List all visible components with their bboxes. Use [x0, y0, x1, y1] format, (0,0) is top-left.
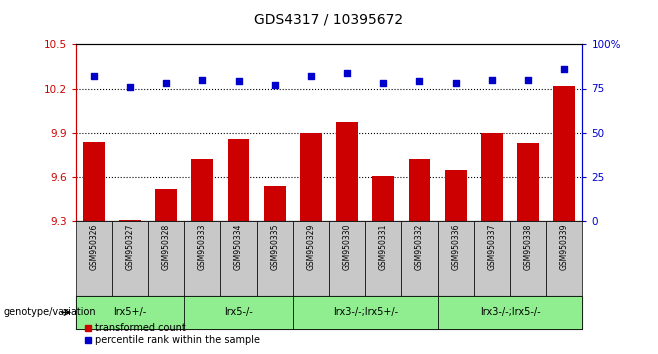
Text: lrx5-/-: lrx5-/-: [224, 307, 253, 318]
Bar: [184, 221, 220, 296]
Text: GSM950337: GSM950337: [488, 223, 496, 270]
Point: [124, 84, 136, 90]
Point: [559, 66, 570, 72]
Bar: [510, 221, 546, 296]
Point: [522, 77, 533, 82]
Text: genotype/variation: genotype/variation: [3, 307, 96, 318]
Bar: [438, 221, 474, 296]
Point: [197, 77, 207, 82]
Bar: [228, 139, 249, 221]
Bar: [76, 296, 184, 329]
Point: [450, 80, 461, 86]
Bar: [336, 122, 358, 221]
Bar: [76, 221, 112, 296]
Text: GSM950326: GSM950326: [89, 223, 98, 270]
Point: [88, 73, 99, 79]
Point: [161, 80, 171, 86]
Bar: [264, 186, 286, 221]
Text: GSM950331: GSM950331: [379, 223, 388, 270]
Bar: [409, 159, 430, 221]
Bar: [365, 221, 401, 296]
Point: [486, 77, 497, 82]
Bar: [401, 221, 438, 296]
Text: GDS4317 / 10395672: GDS4317 / 10395672: [255, 12, 403, 27]
Text: GSM950328: GSM950328: [162, 223, 170, 270]
Text: lrx5+/-: lrx5+/-: [113, 307, 147, 318]
Bar: [474, 221, 510, 296]
Point: [305, 73, 316, 79]
Text: GSM950334: GSM950334: [234, 223, 243, 270]
Bar: [300, 133, 322, 221]
Bar: [83, 142, 105, 221]
Bar: [481, 133, 503, 221]
Text: GSM950329: GSM950329: [307, 223, 315, 270]
Bar: [372, 176, 394, 221]
Bar: [220, 221, 257, 296]
Bar: [438, 296, 582, 329]
Bar: [293, 221, 329, 296]
Bar: [546, 221, 582, 296]
Text: GSM950333: GSM950333: [198, 223, 207, 270]
Text: GSM950330: GSM950330: [343, 223, 351, 270]
Bar: [517, 143, 539, 221]
Point: [415, 79, 425, 84]
Text: GSM950335: GSM950335: [270, 223, 279, 270]
Bar: [148, 221, 184, 296]
Text: GSM950332: GSM950332: [415, 223, 424, 270]
Bar: [119, 220, 141, 221]
Point: [378, 80, 388, 86]
Point: [342, 70, 353, 75]
Bar: [155, 189, 177, 221]
Text: GSM950327: GSM950327: [126, 223, 134, 270]
Bar: [329, 221, 365, 296]
Bar: [184, 296, 293, 329]
Legend: transformed count, percentile rank within the sample: transformed count, percentile rank withi…: [80, 319, 264, 349]
Bar: [293, 296, 438, 329]
Text: GSM950339: GSM950339: [560, 223, 569, 270]
Bar: [191, 159, 213, 221]
Text: lrx3-/-;lrx5-/-: lrx3-/-;lrx5-/-: [480, 307, 540, 318]
Text: lrx3-/-;lrx5+/-: lrx3-/-;lrx5+/-: [333, 307, 397, 318]
Bar: [257, 221, 293, 296]
Point: [233, 79, 243, 84]
Bar: [112, 221, 148, 296]
Text: GSM950336: GSM950336: [451, 223, 460, 270]
Bar: [553, 86, 575, 221]
Point: [270, 82, 280, 88]
Bar: [445, 170, 467, 221]
Text: GSM950338: GSM950338: [524, 223, 532, 270]
